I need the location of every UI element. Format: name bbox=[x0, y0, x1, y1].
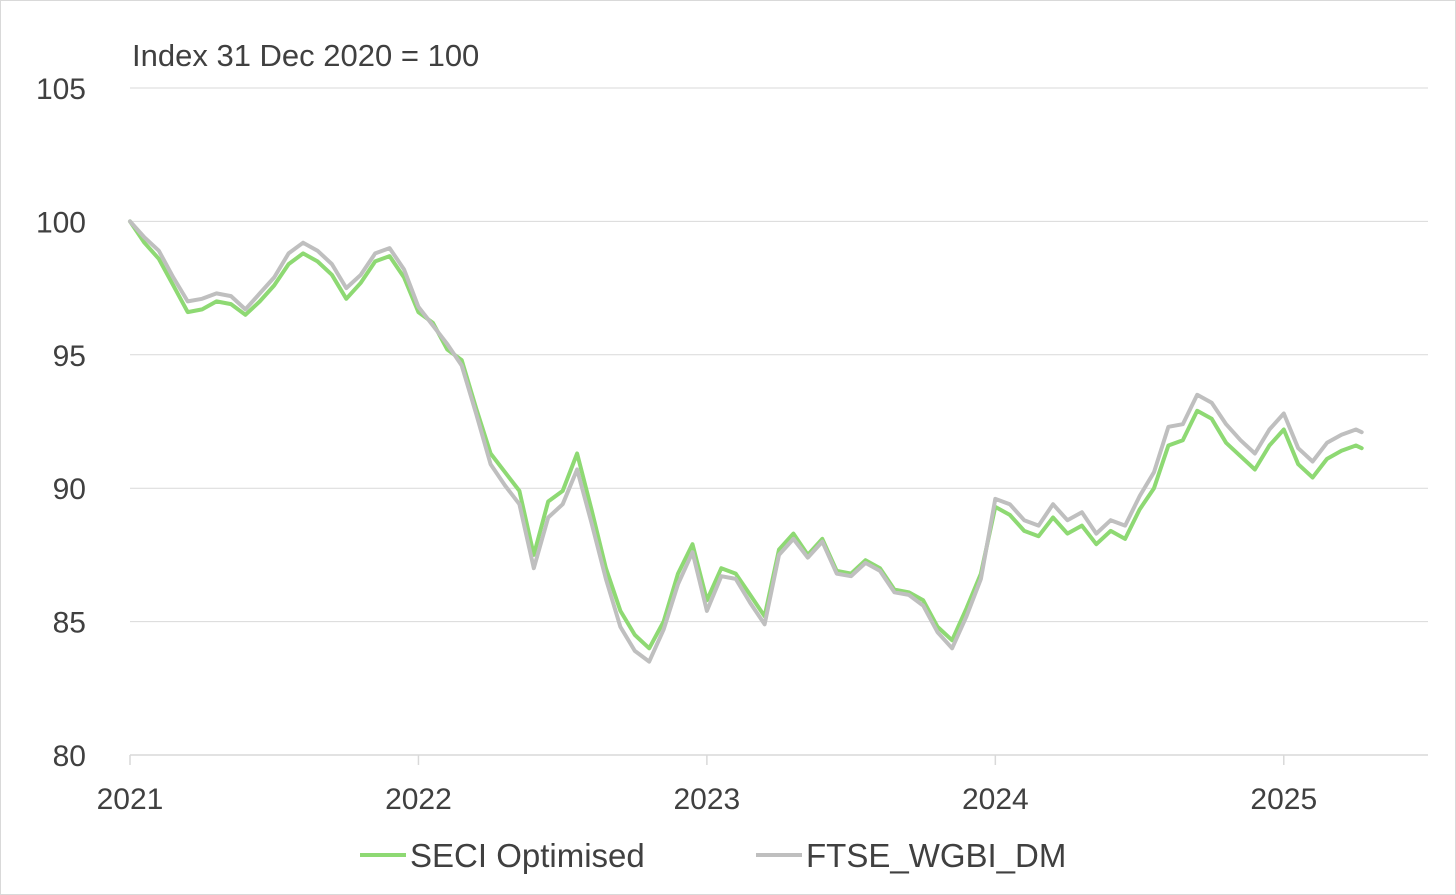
y-tick-label-100: 100 bbox=[36, 206, 86, 239]
x-tick-label-2025: 2025 bbox=[1250, 783, 1317, 816]
x-tick-label-2022: 2022 bbox=[385, 783, 452, 816]
y-axis-tick-labels: 80 85 90 95 100 105 bbox=[36, 73, 86, 773]
legend-label-ftse-wgbi-dm: FTSE_WGBI_DM bbox=[806, 837, 1066, 874]
legend-label-seci-optimised: SECI Optimised bbox=[410, 837, 645, 874]
x-axis-ticks: 2021 2022 2023 2024 2025 bbox=[97, 755, 1317, 816]
x-tick-label-2021: 2021 bbox=[97, 783, 164, 816]
legend: SECI Optimised FTSE_WGBI_DM bbox=[360, 837, 1066, 874]
y-tick-label-105: 105 bbox=[36, 73, 86, 106]
gridlines bbox=[130, 87, 1428, 623]
y-tick-label-90: 90 bbox=[53, 473, 86, 506]
y-tick-label-85: 85 bbox=[53, 607, 86, 640]
series-line-seci-optimised bbox=[128, 219, 1364, 651]
chart-subtitle: Index 31 Dec 2020 = 100 bbox=[132, 38, 479, 73]
y-tick-label-95: 95 bbox=[53, 340, 86, 373]
x-tick-label-2023: 2023 bbox=[674, 783, 741, 816]
y-tick-label-80: 80 bbox=[53, 740, 86, 773]
series-lines bbox=[128, 219, 1364, 664]
series-line-ftse-wgbi-dm bbox=[128, 219, 1364, 664]
x-tick-label-2024: 2024 bbox=[962, 783, 1029, 816]
